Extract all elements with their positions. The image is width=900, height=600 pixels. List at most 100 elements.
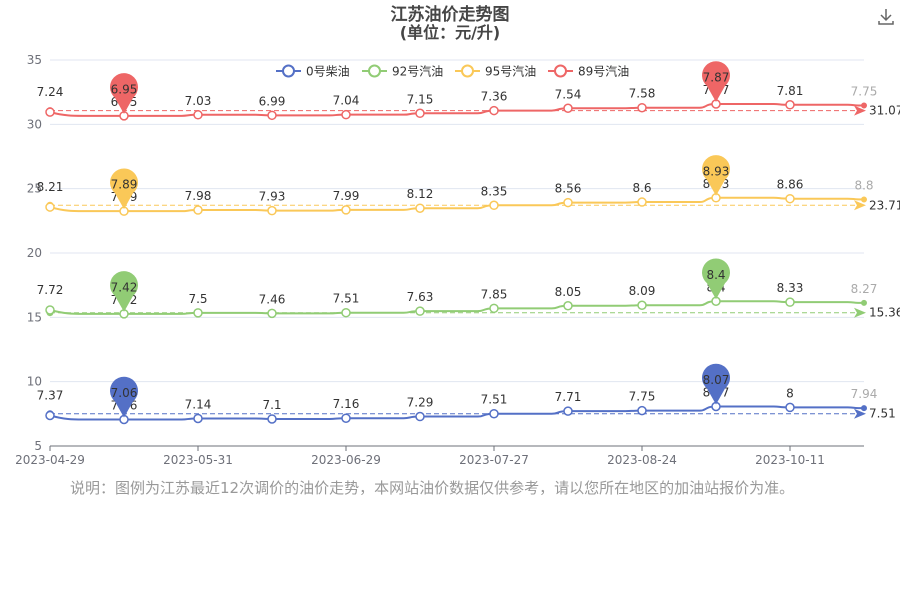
- series-line: [49, 300, 865, 315]
- legend[interactable]: 0号柴油 92号汽油 95号汽油 89号汽油: [276, 64, 629, 79]
- data-point: [267, 308, 277, 319]
- marker-pin-label: 7.89: [111, 178, 138, 192]
- data-point: [637, 102, 647, 113]
- series-line: [49, 405, 865, 421]
- download-icon[interactable]: [878, 9, 894, 25]
- data-label: 7.54: [555, 87, 582, 101]
- series-line: [49, 196, 865, 213]
- data-point: [193, 413, 203, 424]
- legend-label: 95号汽油: [485, 64, 536, 79]
- average-arrow: [854, 307, 866, 318]
- data-point: [861, 405, 867, 412]
- data-label: 7.51: [481, 393, 508, 407]
- data-point: [267, 414, 277, 424]
- chart-subtitle: (单位：元/升): [400, 23, 500, 42]
- marker-pin-label: 7.87: [703, 71, 730, 85]
- data-point: [489, 200, 499, 211]
- data-label: 8.21: [37, 180, 64, 194]
- data-point: [785, 193, 795, 204]
- y-tick-label: 20: [27, 246, 42, 260]
- data-point: [193, 308, 203, 318]
- legend-marker: [461, 64, 474, 78]
- y-tick-label: 30: [27, 117, 42, 131]
- marker-pin: [702, 61, 730, 103]
- data-point: [861, 299, 867, 306]
- data-label: 7.36: [481, 90, 508, 104]
- marker-pin: [702, 155, 730, 196]
- grid-layer: [50, 59, 864, 447]
- average-lines: 7.51 15.36 23.71 31.07: [46, 104, 900, 421]
- data-point: [489, 105, 499, 116]
- x-tick-label: 2023-06-29: [311, 453, 381, 467]
- data-point: [267, 110, 277, 121]
- data-label: 7.29: [407, 396, 434, 410]
- average-arrow: [854, 200, 866, 211]
- legend-item[interactable]: 95号汽油: [455, 64, 536, 79]
- label-layer: 7.37 7.06 7.14 7.1 7.16 7.29 7.51 7.71 7.75 8.07 8…: [37, 83, 878, 412]
- y-tick-label: 10: [27, 375, 42, 389]
- data-point: [45, 410, 55, 421]
- pin-layer: 7.06 8.07 7.42 8.4 7.89 8.93 6.95 7.87: [110, 61, 731, 418]
- data-label: 8.8: [854, 178, 873, 192]
- data-point: [861, 196, 867, 203]
- data-point: [637, 300, 647, 310]
- marker-pin: [110, 73, 138, 114]
- data-point: [563, 301, 573, 311]
- x-tick-label: 2023-04-29: [15, 453, 85, 467]
- data-label: 7.93: [259, 190, 286, 204]
- data-point: [193, 110, 203, 120]
- x-tick-label: 2023-05-31: [163, 453, 233, 467]
- data-point: [637, 197, 647, 207]
- data-point: [861, 102, 867, 109]
- data-label: 8.33: [777, 281, 804, 295]
- data-label: 7.71: [555, 390, 582, 404]
- legend-label: 0号柴油: [306, 65, 350, 79]
- average-label: 23.71: [869, 198, 900, 212]
- data-label: 8.09: [629, 284, 656, 298]
- x-tick-label: 2023-10-11: [755, 453, 825, 467]
- data-label: 7.98: [185, 189, 212, 203]
- data-label: 6.99: [259, 94, 286, 108]
- data-point: [341, 205, 351, 215]
- data-label: 7.1: [262, 398, 281, 412]
- average-arrow: [854, 105, 866, 116]
- data-point: [341, 413, 351, 423]
- data-point: [193, 205, 203, 215]
- data-label: 7.72: [37, 283, 64, 297]
- marker-pin-label: 8.93: [703, 164, 730, 178]
- axis-layer: 5 10 15 20 25 30 35 2023-04-29 2023-05-31 2023-06…: [15, 53, 864, 467]
- data-point: [563, 406, 573, 416]
- data-label: 7.03: [185, 94, 212, 108]
- data-point: [563, 103, 573, 113]
- marker-pin: [110, 271, 138, 312]
- data-point: [415, 306, 425, 316]
- data-label: 8.05: [555, 285, 582, 299]
- data-label: 7.81: [777, 84, 804, 98]
- average-label: 15.36: [869, 306, 900, 320]
- data-point: [341, 307, 351, 318]
- data-point: [415, 203, 425, 213]
- x-tick-label: 2023-07-27: [459, 453, 529, 467]
- average-label: 31.07: [869, 104, 900, 118]
- legend-item[interactable]: 89号汽油: [548, 64, 629, 79]
- data-label: 8.12: [407, 187, 434, 201]
- data-point: [45, 202, 55, 212]
- data-label: 7.24: [37, 85, 64, 99]
- data-point: [489, 408, 499, 419]
- data-point: [415, 411, 425, 422]
- series-line: [49, 103, 865, 117]
- y-tick-label: 35: [27, 53, 42, 67]
- data-label: 8: [786, 386, 794, 400]
- legend-item[interactable]: 92号汽油: [362, 64, 443, 79]
- marker-pin: [702, 363, 731, 405]
- legend-item[interactable]: 0号柴油: [276, 64, 350, 79]
- marker-pin-label: 8.07: [703, 373, 730, 387]
- y-tick-label: 5: [34, 439, 42, 453]
- data-label: 7.46: [259, 292, 286, 306]
- average-label: 7.51: [869, 407, 896, 421]
- data-point: [785, 402, 795, 413]
- data-label: 7.99: [333, 189, 360, 203]
- data-label: 7.63: [407, 290, 434, 304]
- data-point: [341, 109, 351, 120]
- data-point: [563, 197, 573, 208]
